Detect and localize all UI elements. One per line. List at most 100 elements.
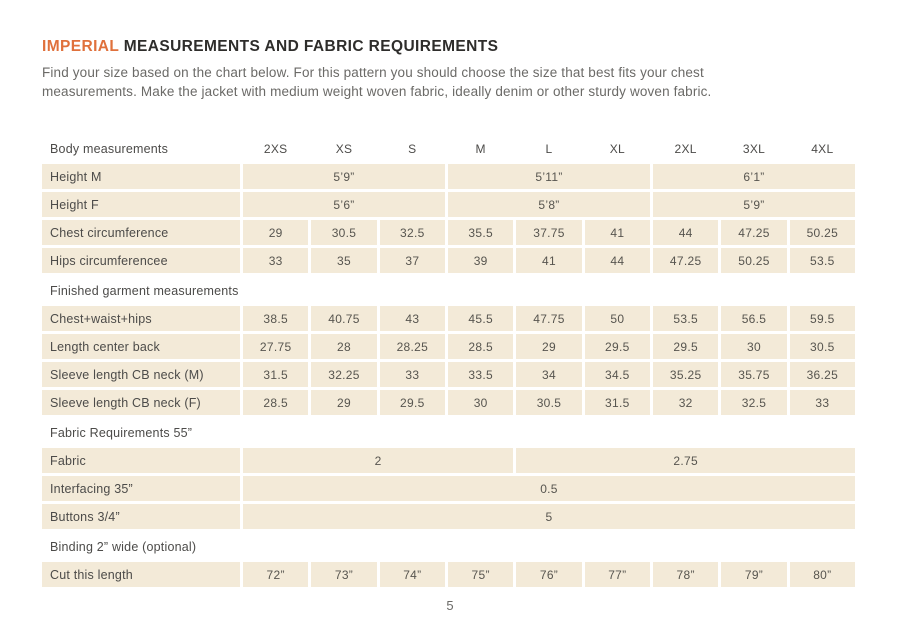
row-label: Chest+waist+hips bbox=[42, 306, 240, 331]
measurement-cell: 37.75 bbox=[516, 220, 582, 245]
measurement-cell: 50.25 bbox=[721, 248, 787, 273]
size-column-header: L bbox=[545, 142, 553, 156]
measurement-cell: 5 bbox=[243, 504, 855, 529]
measurement-cell: 5’8” bbox=[448, 192, 650, 217]
size-column-header: S bbox=[408, 142, 417, 156]
measurement-cell: 5’11” bbox=[448, 164, 650, 189]
measurement-cell: 5’6” bbox=[243, 192, 445, 217]
measurement-cell: 6’1” bbox=[653, 164, 855, 189]
measurement-cell: 32.5 bbox=[379, 220, 445, 245]
size-column-header: XL bbox=[609, 142, 625, 156]
measurement-cell: 44 bbox=[584, 248, 650, 273]
measurement-cell: 30.5 bbox=[789, 334, 855, 359]
measurement-cell: 30.5 bbox=[516, 390, 582, 415]
row-label: Chest circumference bbox=[42, 220, 240, 245]
measurement-cell: 27.75 bbox=[243, 334, 309, 359]
measurement-cell: 30.5 bbox=[311, 220, 377, 245]
table-row: Cut this length 72” 73” 74” 75” 76” 77” 78” 79” 8… bbox=[42, 562, 855, 587]
page-title: IMPERIAL MEASUREMENTS AND FABRIC REQUIRE… bbox=[42, 38, 855, 56]
table-row: Chest+waist+hips 38.5 40.75 43 45.5 47.75 50 53… bbox=[42, 306, 855, 331]
table-row: Hips circumferencee 33 35 37 39 41 44 47.25 50.2… bbox=[42, 248, 855, 273]
measurement-cell: 73” bbox=[311, 562, 377, 587]
measurement-cell: 33.5 bbox=[448, 362, 514, 387]
measurement-cell: 72” bbox=[243, 562, 309, 587]
measurement-cell: 75” bbox=[448, 562, 514, 587]
row-label: Height F bbox=[42, 192, 240, 217]
document-page: IMPERIAL MEASUREMENTS AND FABRIC REQUIRE… bbox=[42, 38, 855, 587]
section-header: Fabric Requirements 55” bbox=[50, 426, 193, 440]
row-label: Height M bbox=[42, 164, 240, 189]
measurement-cell: 34 bbox=[516, 362, 582, 387]
table-row: Interfacing 35” 0.5 bbox=[42, 476, 855, 501]
measurement-table: Body measurements 2XS XS S M L XL 2XL 3XL 4XL Heig… bbox=[42, 139, 855, 587]
measurement-cell: 38.5 bbox=[243, 306, 309, 331]
measurement-cell: 34.5 bbox=[584, 362, 650, 387]
measurement-cell: 44 bbox=[653, 220, 719, 245]
measurement-cell: 32.5 bbox=[721, 390, 787, 415]
measurement-cell: 30 bbox=[721, 334, 787, 359]
row-label: Cut this length bbox=[42, 562, 240, 587]
measurement-cell: 41 bbox=[516, 248, 582, 273]
measurement-cell: 79” bbox=[721, 562, 787, 587]
measurement-cell: 28.25 bbox=[379, 334, 445, 359]
measurement-cell: 47.75 bbox=[516, 306, 582, 331]
measurement-cell: 41 bbox=[584, 220, 650, 245]
measurement-cell: 78” bbox=[653, 562, 719, 587]
measurement-cell: 53.5 bbox=[653, 306, 719, 331]
measurement-cell: 80” bbox=[789, 562, 855, 587]
column-header-label: Body measurements bbox=[50, 142, 169, 156]
measurement-cell: 35 bbox=[311, 248, 377, 273]
measurement-cell: 29.5 bbox=[584, 334, 650, 359]
measurement-cell: 29.5 bbox=[379, 390, 445, 415]
measurement-cell: 50 bbox=[584, 306, 650, 331]
table-row: Height M 5’9” 5’11” 6’1” bbox=[42, 164, 855, 189]
row-label: Sleeve length CB neck (M) bbox=[42, 362, 240, 387]
measurement-cell: 29 bbox=[243, 220, 309, 245]
row-label: Fabric bbox=[42, 448, 240, 473]
measurement-cell: 0.5 bbox=[243, 476, 855, 501]
size-column-header: 4XL bbox=[811, 142, 834, 156]
table-row: Length center back 27.75 28 28.25 28.5 29 29.5… bbox=[42, 334, 855, 359]
measurement-cell: 32.25 bbox=[311, 362, 377, 387]
measurement-cell: 33 bbox=[243, 248, 309, 273]
title-rest: MEASUREMENTS AND FABRIC REQUIREMENTS bbox=[118, 38, 499, 55]
title-accent: IMPERIAL bbox=[42, 38, 119, 55]
section-header: Binding 2” wide (optional) bbox=[50, 540, 197, 554]
measurement-cell: 77” bbox=[584, 562, 650, 587]
measurement-cell: 31.5 bbox=[584, 390, 650, 415]
measurement-cell: 35.75 bbox=[721, 362, 787, 387]
measurement-cell: 29 bbox=[311, 390, 377, 415]
size-column-header: XS bbox=[335, 142, 353, 156]
measurement-cell: 29 bbox=[516, 334, 582, 359]
intro-line-2: measurements. Make the jacket with mediu… bbox=[42, 83, 712, 99]
table-row: Chest circumference 29 30.5 32.5 35.5 37.75 41… bbox=[42, 220, 855, 245]
row-label: Length center back bbox=[42, 334, 240, 359]
measurement-cell: 59.5 bbox=[789, 306, 855, 331]
row-label: Buttons 3/4” bbox=[42, 504, 240, 529]
measurement-cell: 37 bbox=[379, 248, 445, 273]
measurement-cell: 2 bbox=[243, 448, 514, 473]
measurement-cell: 31.5 bbox=[243, 362, 309, 387]
intro-line-1: Find your size based on the chart below.… bbox=[42, 65, 704, 80]
section-header: Finished garment measurements bbox=[50, 284, 239, 298]
size-column-header: 2XS bbox=[263, 142, 288, 156]
page-number: 5 bbox=[446, 598, 454, 613]
measurement-cell: 47.25 bbox=[653, 248, 719, 273]
size-column-header: M bbox=[475, 142, 486, 156]
measurement-cell: 74” bbox=[379, 562, 445, 587]
table-header-row: Body measurements 2XS XS S M L XL 2XL 3XL 4XL bbox=[42, 139, 855, 159]
measurement-cell: 47.25 bbox=[721, 220, 787, 245]
measurement-cell: 40.75 bbox=[311, 306, 377, 331]
measurement-cell: 30 bbox=[448, 390, 514, 415]
size-column-header: 2XL bbox=[674, 142, 697, 156]
row-label: Sleeve length CB neck (F) bbox=[42, 390, 240, 415]
row-label: Interfacing 35” bbox=[42, 476, 240, 501]
measurement-cell: 2.75 bbox=[516, 448, 855, 473]
measurement-cell: 35.5 bbox=[448, 220, 514, 245]
row-label: Hips circumferencee bbox=[42, 248, 240, 273]
measurement-cell: 76” bbox=[516, 562, 582, 587]
measurement-cell: 50.25 bbox=[789, 220, 855, 245]
measurement-cell: 56.5 bbox=[721, 306, 787, 331]
measurement-cell: 39 bbox=[448, 248, 514, 273]
intro-paragraph: Find your size based on the chart below.… bbox=[42, 64, 855, 101]
